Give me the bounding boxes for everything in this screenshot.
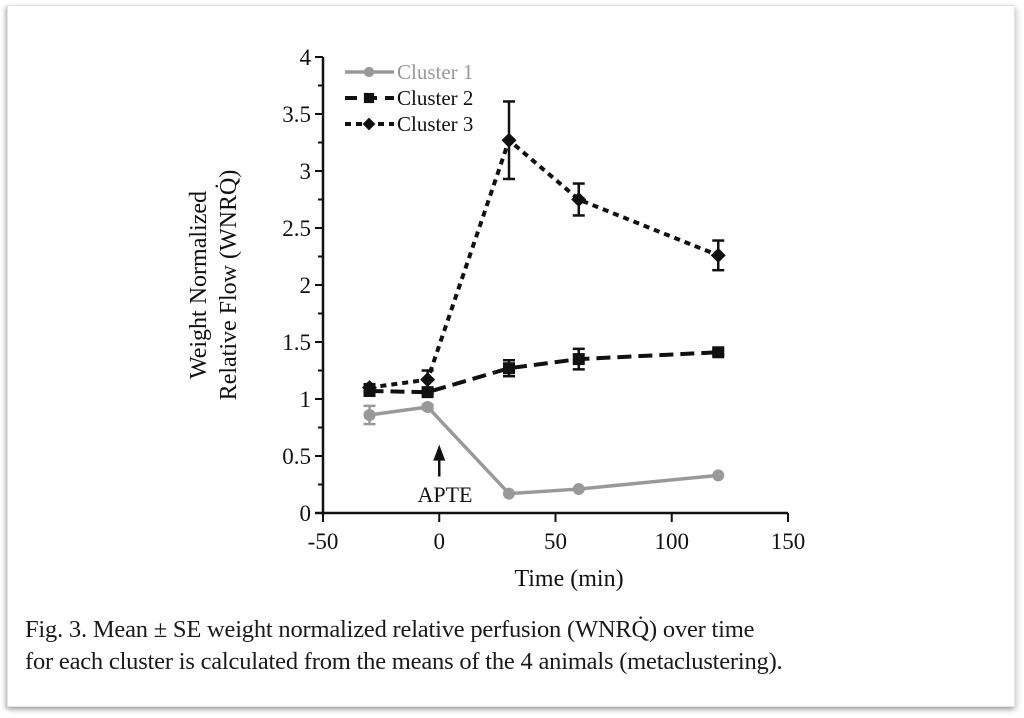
data-point-circle [712, 469, 725, 482]
data-point-square [503, 362, 515, 375]
series-line [369, 350, 719, 395]
data-point-diamond [571, 192, 587, 207]
data-point-diamond [501, 132, 517, 148]
legend-marker-square [363, 92, 375, 104]
y-tick-label: 1.5 [282, 330, 311, 355]
y-axis-label-line1: Weight Normalized [186, 191, 212, 379]
series-cluster-2 [363, 346, 725, 399]
apte-annotation-label: APTE [418, 482, 473, 507]
x-tick-label: 150 [771, 529, 806, 554]
data-point-circle [363, 408, 376, 421]
x-tick-label: 100 [655, 529, 690, 554]
x-tick-label: 0 [434, 529, 446, 554]
data-point-square [712, 346, 725, 359]
y-tick-label: 0.5 [282, 444, 311, 469]
axes: 0 0.5 1 1.5 2 2.5 3 3.5 4 -50 0 50 100 150 [282, 45, 805, 554]
data-point-square [363, 385, 376, 398]
legend-item: Cluster 2 [345, 86, 473, 110]
data-point-square [421, 386, 434, 399]
legend-item: Cluster 1 [345, 60, 473, 84]
data-point-diamond [420, 372, 436, 388]
legend-marker-diamond [362, 117, 376, 131]
data-point-square [572, 353, 585, 366]
series-layer [362, 100, 726, 500]
data-point-diamond [710, 247, 726, 263]
y-tick-label: 4 [300, 45, 312, 70]
caption-line-1: Fig. 3. Mean ± SE weight normalized rela… [25, 616, 755, 643]
series-line [369, 136, 719, 390]
data-point-circle [503, 487, 515, 500]
x-tick-label: -50 [308, 529, 339, 554]
data-point-circle [572, 483, 585, 496]
data-point-circle [421, 400, 434, 413]
y-tick-label: 0 [300, 501, 312, 526]
y-tick-label: 1 [300, 387, 312, 412]
legend-item: Cluster 3 [345, 112, 473, 136]
legend-label: Cluster 3 [397, 112, 473, 136]
legend-label: Cluster 2 [397, 86, 473, 110]
legend-marker-circle [363, 66, 375, 78]
y-tick-label: 2.5 [282, 216, 311, 241]
x-tick-label: 50 [544, 529, 567, 554]
figure-frame [7, 5, 1015, 707]
caption-line-2: for each cluster is calculated from the … [25, 648, 783, 675]
x-axis-label: Time (min) [514, 566, 623, 592]
legend-label: Cluster 1 [397, 60, 473, 84]
series-cluster-1 [363, 400, 725, 500]
y-tick-label: 3 [300, 159, 312, 184]
figure-caption: Fig. 3. Mean ± SE weight normalized rela… [25, 614, 1005, 678]
series-line [369, 405, 719, 496]
y-axis-label-line2: Relative Flow (WNRQ̇) [215, 170, 242, 401]
apte-arrow-head [433, 444, 446, 461]
y-tick-label: 3.5 [282, 102, 311, 127]
y-tick-label: 2 [300, 273, 312, 298]
series-cluster-3 [362, 100, 726, 396]
